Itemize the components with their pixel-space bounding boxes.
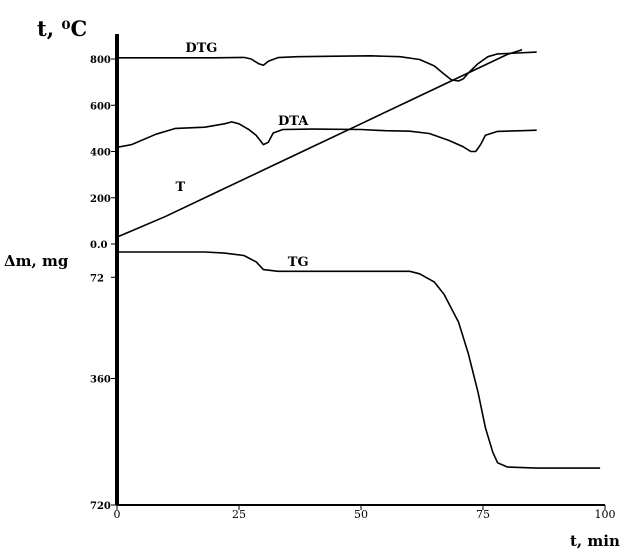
temp-tick-label: 0.0 [90, 240, 107, 251]
time-tick-label: 75 [476, 508, 490, 521]
temperature-ticks: 800 600 400 200 0.0 [90, 55, 117, 251]
series-t-label: T [176, 180, 186, 195]
series-labels: DTG DTA T TG [176, 41, 310, 270]
time-ticks: 0 25 50 75 100 [114, 505, 616, 521]
mass-ticks: 72 360 720 [90, 273, 117, 512]
temp-tick-label: 600 [90, 101, 111, 112]
mass-axis-label: Δm, mg [4, 252, 69, 270]
temperature-axis-label: t, ⁰C [37, 16, 87, 41]
series-dta-curve [116, 121, 537, 153]
mass-tick-label: 72 [90, 273, 104, 284]
temp-tick-label: 400 [90, 148, 111, 159]
series-curves [116, 49, 601, 469]
time-tick-label: 0 [114, 508, 121, 521]
temp-tick-label: 200 [90, 194, 111, 205]
mass-tick-label: 360 [90, 375, 111, 386]
series-dta-label: DTA [278, 114, 309, 129]
series-t-curve [116, 49, 523, 238]
time-axis-label: t, min [570, 532, 620, 550]
series-tg-curve [117, 251, 601, 469]
time-tick-label: 25 [232, 508, 246, 521]
series-dtg-label: DTG [185, 41, 217, 56]
time-tick-label: 50 [354, 508, 368, 521]
time-tick-label: 100 [595, 508, 616, 521]
series-dtg-curve [117, 51, 537, 82]
series-tg-label: TG [288, 255, 309, 270]
temp-tick-label: 800 [90, 55, 111, 66]
mass-tick-label: 720 [90, 501, 111, 512]
